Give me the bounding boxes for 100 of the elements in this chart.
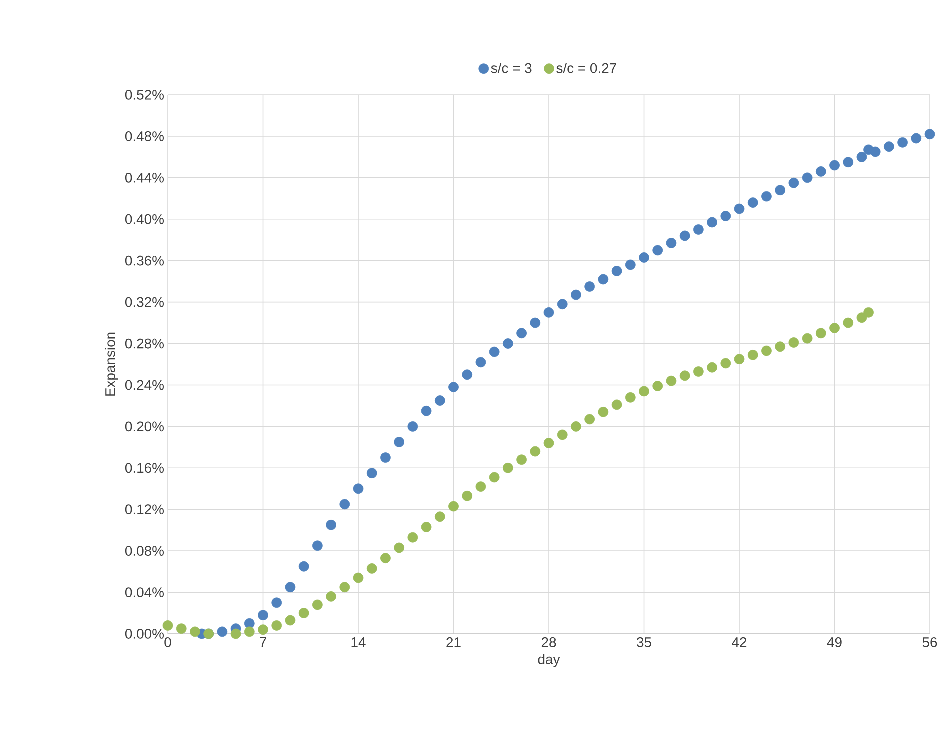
x-tick-label: 21 [446,638,461,648]
point [911,133,922,144]
point [598,274,609,285]
point [366,468,378,479]
point [285,615,296,626]
point [843,157,854,168]
x-tick-label: 14 [352,638,366,648]
point [571,290,582,300]
point [625,260,636,270]
point [924,129,936,140]
y-tick-label: 0.36% [125,256,164,266]
y-tick-label: 0.52% [125,90,164,100]
point [394,437,405,448]
point [748,198,758,208]
point [843,318,854,328]
point [625,392,636,403]
y-tick-label: 0.24% [125,380,164,390]
point [762,191,772,202]
point [666,238,677,248]
point [489,346,500,358]
point [544,307,554,318]
point [748,350,758,360]
point [864,307,874,318]
point [258,610,268,621]
y-tick-label: 0.44% [125,172,164,183]
y-tick-label: 0.32% [125,297,164,308]
point [516,328,527,339]
point [870,146,881,158]
point [462,490,473,502]
point [680,230,690,242]
y-tick-label: 0.28% [125,338,164,349]
y-tick-label: 0.16% [125,463,164,474]
point [353,572,364,584]
point [312,600,323,610]
point [694,224,704,235]
point [408,532,418,543]
point [734,354,745,364]
point [544,438,554,448]
point [694,366,704,377]
point [326,592,336,602]
point [734,204,745,214]
point [312,540,323,552]
point [421,406,432,416]
point [707,217,718,228]
point [898,137,908,148]
point [230,628,242,640]
point [258,624,268,636]
point [190,626,200,638]
point [162,620,174,631]
y-tick-label: 0.00% [125,629,164,639]
x-tick-label: 0 [164,638,172,648]
point [489,472,500,483]
point [272,620,282,631]
point [666,376,677,386]
point [516,454,527,466]
point [775,185,786,196]
point [571,422,582,432]
point [884,142,894,152]
point [217,626,228,638]
point [720,211,732,222]
point [788,178,800,188]
point [530,318,541,328]
x-tick-label: 7 [260,638,266,648]
point [775,342,786,352]
point [244,618,255,629]
point [639,386,650,397]
point [244,626,255,638]
point [598,406,609,418]
point [707,362,718,373]
point [557,430,568,440]
x-tick-label: 35 [637,638,652,648]
point [802,172,813,184]
y-tick-label: 0.40% [125,214,164,224]
point [639,252,650,263]
point [830,160,840,171]
point [816,166,826,177]
point [584,282,596,292]
y-tick-label: 0.48% [125,132,164,142]
point [830,323,840,334]
point [298,561,310,572]
point [652,245,664,256]
point [503,338,514,349]
point [285,582,296,593]
point [503,462,514,474]
point [816,328,826,339]
point [366,564,378,574]
y-axis-title: Expansion [105,332,118,396]
y-tick-label: 0.12% [125,504,164,515]
y-tick-label: 0.04% [125,588,164,598]
point [856,312,868,324]
point [612,400,622,410]
point [557,299,568,310]
y-tick-label: 0.20% [125,422,164,432]
point [340,499,350,510]
point [408,422,418,432]
point [476,482,486,492]
x-tick-label: 42 [732,638,747,648]
legend-label: s/c = 0.27 [556,63,616,74]
point [530,446,541,457]
point [762,346,772,356]
